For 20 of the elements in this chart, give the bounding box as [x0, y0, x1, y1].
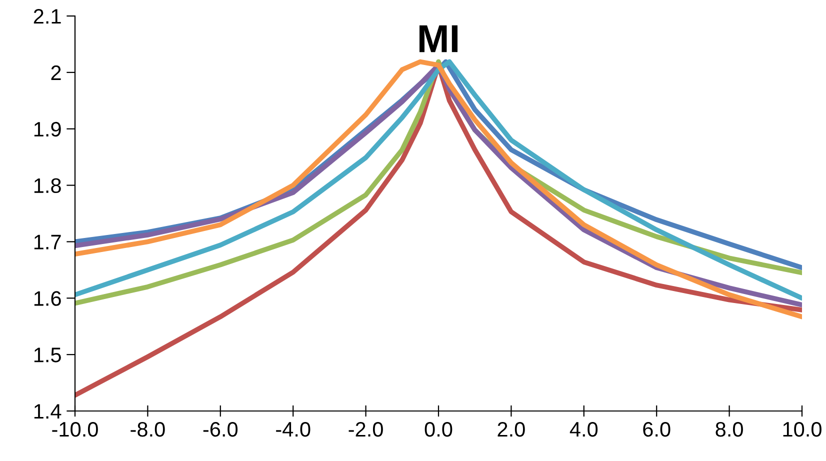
x-tick-label: -10.0	[52, 422, 98, 437]
y-tick-label: 1.5	[34, 348, 61, 362]
x-tick-label: -6.0	[203, 422, 238, 437]
y-tick-label: 1.6	[34, 291, 61, 306]
y-tick-label: 1.4	[34, 404, 62, 419]
x-tick-label: 6.0	[643, 422, 670, 437]
x-tick-label: -2.0	[348, 422, 383, 437]
chart-title: MI	[420, 25, 458, 52]
y-tick-label: 1.7	[34, 234, 61, 250]
x-tick-label: -4.0	[276, 422, 310, 437]
y-tick-label: 1.8	[34, 178, 61, 194]
y-tick-label: 1.9	[34, 122, 61, 137]
x-tick-label: 2.0	[498, 422, 525, 437]
y-tick-label: 2	[51, 65, 61, 80]
y-tick-label: 2.1	[34, 9, 61, 24]
x-tick-label: 10.0	[783, 422, 822, 437]
x-tick-label: 4.0	[570, 422, 598, 437]
x-tick-label: 8.0	[716, 422, 743, 437]
x-tick-label: 0.0	[424, 422, 452, 437]
x-tick-label: -8.0	[130, 422, 165, 437]
